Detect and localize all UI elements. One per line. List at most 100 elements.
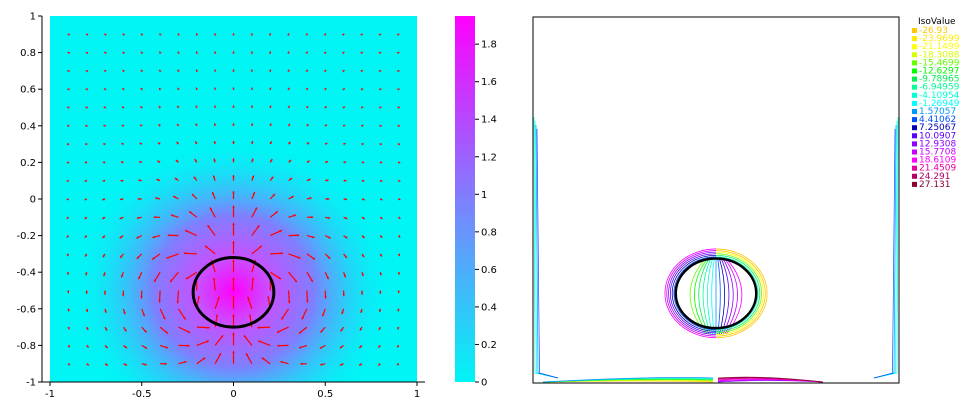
vector-arrow bbox=[396, 344, 400, 348]
vector-arrow bbox=[358, 363, 363, 366]
vector-arrow bbox=[84, 161, 88, 164]
vector-arrow bbox=[306, 216, 314, 219]
vector-arrow bbox=[232, 241, 235, 254]
vector-arrow bbox=[159, 33, 162, 36]
vector-arrow bbox=[341, 33, 345, 37]
vector-arrow bbox=[251, 277, 255, 291]
vector-arrow bbox=[288, 195, 295, 200]
legend-label: -12.6297 bbox=[919, 67, 959, 77]
vector-arrow bbox=[361, 161, 365, 164]
vector-arrow bbox=[103, 124, 106, 128]
vector-arrow bbox=[306, 271, 314, 283]
y-tick-label: 0.8 bbox=[20, 48, 36, 59]
vector-arrow bbox=[276, 326, 289, 334]
vector-arrow bbox=[287, 69, 290, 73]
vector-arrow bbox=[269, 123, 272, 127]
vector-arrow bbox=[250, 140, 254, 145]
vector-arrow bbox=[103, 88, 107, 91]
vector-arrow bbox=[232, 191, 235, 199]
vector-arrow bbox=[339, 363, 344, 366]
vector-arrow bbox=[138, 160, 142, 164]
legend-label: 7.25067 bbox=[919, 123, 956, 133]
vector-arrow bbox=[301, 308, 308, 320]
vector-arrow bbox=[397, 179, 401, 182]
vector-arrow bbox=[397, 235, 401, 238]
vector-arrow bbox=[232, 350, 235, 364]
vector-arrow bbox=[250, 33, 253, 36]
vector-arrow bbox=[85, 51, 89, 55]
vector-arrow bbox=[140, 33, 144, 37]
legend-swatch bbox=[912, 36, 917, 42]
vector-arrow bbox=[324, 253, 331, 260]
vector-arrow bbox=[270, 252, 284, 255]
vector-arrow bbox=[176, 290, 180, 304]
vector-arrow bbox=[396, 51, 400, 55]
x-tick-label: 0 bbox=[230, 389, 236, 400]
vector-arrow bbox=[287, 87, 290, 91]
vector-arrow bbox=[136, 216, 142, 220]
vector-arrow bbox=[361, 124, 364, 128]
vector-arrow bbox=[379, 290, 382, 294]
vector-arrow bbox=[155, 197, 161, 200]
contour-line bbox=[715, 248, 768, 339]
vector-arrow bbox=[324, 142, 328, 146]
vector-arrow bbox=[139, 124, 143, 127]
y-tick-label: -0.4 bbox=[16, 268, 36, 279]
legend-label: -4.10954 bbox=[919, 91, 960, 101]
legend-swatch bbox=[912, 60, 917, 66]
vector-arrow bbox=[360, 88, 364, 91]
contour-line bbox=[668, 251, 717, 335]
legend-label: 4.41062 bbox=[919, 115, 956, 125]
vector-arrow bbox=[120, 271, 124, 278]
vector-arrow bbox=[103, 51, 107, 55]
vector-arrow bbox=[137, 271, 143, 280]
vector-arrow bbox=[84, 235, 88, 239]
vector-arrow bbox=[343, 142, 346, 146]
vector-arrow bbox=[280, 360, 289, 365]
vector-arrow bbox=[67, 88, 70, 91]
vector-arrow bbox=[340, 326, 345, 332]
vector-arrow bbox=[103, 106, 107, 109]
vector-arrow bbox=[305, 105, 309, 109]
vector-arrow bbox=[397, 124, 400, 128]
vector-arrow bbox=[67, 326, 70, 330]
vector-arrow bbox=[103, 290, 107, 295]
vector-arrow bbox=[305, 87, 309, 91]
vector-arrow bbox=[121, 142, 124, 146]
vector-arrow bbox=[288, 159, 292, 163]
vector-arrow bbox=[397, 106, 400, 109]
vector-arrow bbox=[397, 142, 401, 146]
legend-item: -21.1499 bbox=[912, 42, 960, 52]
vector-arrow bbox=[86, 345, 90, 349]
vector-arrow bbox=[122, 326, 127, 332]
vector-arrow bbox=[379, 179, 383, 182]
vector-arrow bbox=[85, 290, 88, 294]
vector-arrow bbox=[360, 308, 363, 314]
y-tick-label: -0.8 bbox=[16, 341, 36, 352]
vector-arrow bbox=[66, 142, 70, 146]
contour-line bbox=[717, 376, 824, 383]
legend-items: -26.93-23.9699-21.1499-18.3088-15.4699-1… bbox=[912, 26, 960, 190]
colorbar-tick-label: 1.6 bbox=[481, 77, 497, 88]
y-tick-label: 0.4 bbox=[20, 121, 36, 132]
vector-arrow bbox=[320, 363, 326, 366]
vector-arrow bbox=[397, 216, 401, 220]
vector-arrow bbox=[379, 142, 382, 146]
vector-arrow bbox=[122, 290, 125, 297]
vector-arrow bbox=[320, 326, 326, 333]
vector-arrow bbox=[67, 33, 71, 36]
legend-item: -15.4699 bbox=[912, 58, 960, 68]
vector-arrow bbox=[214, 69, 217, 72]
vector-arrow bbox=[158, 123, 161, 127]
vector-arrow bbox=[196, 340, 210, 346]
vector-arrow bbox=[178, 360, 187, 365]
vector-arrow bbox=[306, 142, 310, 145]
vector-arrow bbox=[397, 197, 401, 201]
vector-arrow bbox=[243, 334, 253, 346]
vector-arrow bbox=[397, 70, 400, 73]
vector-arrow bbox=[269, 229, 283, 237]
vector-arrow bbox=[139, 142, 143, 146]
x-tick-label: -1 bbox=[45, 389, 55, 400]
vector-arrow bbox=[245, 352, 253, 364]
vector-arrow bbox=[207, 224, 216, 236]
